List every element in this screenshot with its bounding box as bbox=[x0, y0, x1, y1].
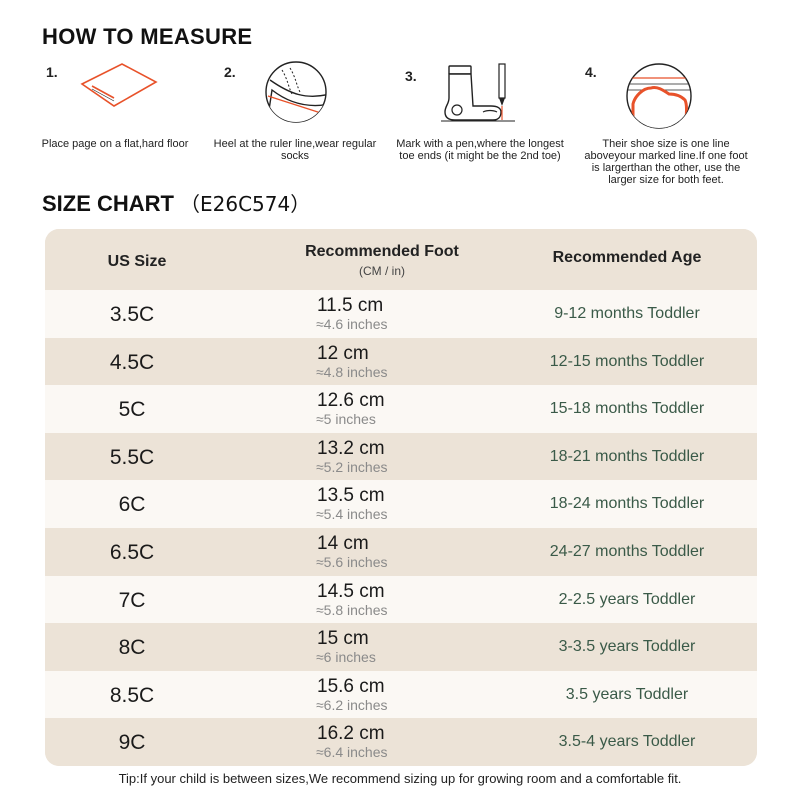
foot-inches: ≈6.4 inches bbox=[316, 744, 388, 761]
cell-age: 3-3.5 years Toddler bbox=[558, 638, 696, 656]
cell-us-size: 8.5C bbox=[109, 683, 155, 707]
header-foot-unit: (CM / in) bbox=[359, 264, 405, 278]
table-row: 6.5C 14 cm ≈5.6 inches 24-27 months Toddler bbox=[45, 528, 757, 576]
table-row: 5.5C 13.2 cm ≈5.2 inches 18-21 months Toddl… bbox=[45, 432, 757, 481]
foot-inches: ≈6 inches bbox=[316, 649, 376, 666]
table-row: 4.5C 12 cm ≈4.8 inches 12-15 months Toddler bbox=[45, 337, 757, 386]
foot-cm: 13.5 cm bbox=[317, 485, 385, 507]
table-row: 9C 16.2 cm ≈6.4 inches 3.5-4 years Toddler bbox=[45, 718, 757, 766]
foot-inches: ≈5.2 inches bbox=[316, 458, 388, 475]
step-number: 2. bbox=[224, 64, 236, 80]
table-row: 3.5C 11.5 cm ≈4.6 inches 9-12 months Toddle… bbox=[45, 290, 757, 338]
cell-age: 18-21 months Toddler bbox=[549, 447, 705, 465]
how-to-measure-title: HOW TO MEASURE bbox=[42, 24, 253, 49]
foot-cm: 13.2 cm bbox=[317, 437, 385, 459]
product-code: （E26C574） bbox=[180, 192, 311, 216]
step-number: 4. bbox=[585, 64, 597, 80]
size-chart-table: US Size Recommended Foot (CM / in) Recom… bbox=[45, 229, 757, 766]
header-recommended-age: Recommended Age bbox=[552, 249, 702, 266]
foot-inches: ≈5.8 inches bbox=[316, 601, 388, 618]
heel-on-line-icon bbox=[265, 61, 327, 123]
cell-us-size: 6C bbox=[118, 493, 146, 517]
paper-on-floor-icon bbox=[80, 63, 158, 107]
cell-age: 3.5 years Toddler bbox=[565, 685, 689, 703]
cell-foot-length: 14 cm ≈5.6 inches bbox=[316, 533, 477, 571]
step-number: 3. bbox=[405, 68, 417, 84]
foot-inches: ≈4.8 inches bbox=[316, 363, 388, 380]
foot-inches: ≈5.4 inches bbox=[316, 506, 388, 523]
table-row: 6C 13.5 cm ≈5.4 inches 18-24 months Toddler bbox=[45, 480, 757, 528]
cell-us-size: 8C bbox=[118, 636, 146, 660]
cell-age: 24-27 months Toddler bbox=[549, 543, 705, 560]
cell-age: 12-15 months Toddler bbox=[549, 352, 705, 370]
step-number: 1. bbox=[46, 64, 58, 80]
foot-cm: 11.5 cm bbox=[317, 295, 384, 316]
cell-us-size: 7C bbox=[118, 588, 146, 612]
step-text: Heel at the ruler line,wear regular sock… bbox=[213, 138, 377, 162]
cell-foot-length: 14.5 cm ≈5.8 inches bbox=[316, 580, 477, 618]
size-chart-title: SIZE CHART （E26C574） bbox=[42, 188, 310, 217]
foot-cm: 16.2 cm bbox=[317, 723, 385, 745]
table-row: 8.5C 15.6 cm ≈6.2 inches 3.5 years Toddler bbox=[45, 670, 757, 719]
foot-cm: 12 cm bbox=[317, 342, 369, 364]
step-text: Their shoe size is one line aboveyour ma… bbox=[584, 138, 748, 186]
header-foot-label: Recommended Foot bbox=[305, 243, 459, 260]
cell-us-size: 9C bbox=[118, 731, 146, 755]
cell-us-size: 5.5C bbox=[109, 445, 155, 469]
cell-age: 18-24 months Toddler bbox=[549, 495, 705, 513]
cell-foot-length: 13.2 cm ≈5.2 inches bbox=[316, 437, 477, 475]
table-row: 5C 12.6 cm ≈5 inches 15-18 months Toddler bbox=[45, 385, 757, 433]
foot-cm: 14.5 cm bbox=[317, 580, 385, 602]
table-row: 7C 14.5 cm ≈5.8 inches 2-2.5 years Toddler bbox=[45, 575, 757, 624]
step-text: Mark with a pen,where the longest toe en… bbox=[396, 138, 564, 162]
cell-us-size: 6.5C bbox=[109, 541, 155, 564]
cell-age: 2-2.5 years Toddler bbox=[558, 590, 696, 608]
table-row: 8C 15 cm ≈6 inches 3-3.5 years Toddler bbox=[45, 623, 757, 671]
cell-age: 9-12 months Toddler bbox=[554, 305, 700, 322]
cell-us-size: 5C bbox=[118, 398, 146, 422]
table-header: US Size Recommended Foot (CM / in) Recom… bbox=[45, 229, 757, 290]
cell-foot-length: 11.5 cm ≈4.6 inches bbox=[316, 295, 477, 333]
header-us-size: US Size bbox=[107, 253, 167, 270]
sizing-tip: Tip:If your child is between sizes,We re… bbox=[118, 771, 682, 786]
foot-inches: ≈6.2 inches bbox=[316, 696, 388, 713]
cell-us-size: 3.5C bbox=[109, 303, 155, 326]
foot-inches: ≈4.6 inches bbox=[316, 316, 388, 332]
cell-foot-length: 15.6 cm ≈6.2 inches bbox=[316, 675, 477, 713]
foot-cm: 14 cm bbox=[317, 533, 369, 554]
cell-foot-length: 15 cm ≈6 inches bbox=[316, 628, 477, 666]
toe-mark-icon bbox=[626, 63, 692, 129]
cell-age: 3.5-4 years Toddler bbox=[558, 733, 696, 751]
sock-and-pen-icon bbox=[441, 63, 515, 122]
foot-cm: 15.6 cm bbox=[317, 675, 385, 697]
cell-us-size: 4.5C bbox=[109, 350, 155, 374]
foot-cm: 12.6 cm bbox=[317, 390, 385, 412]
cell-foot-length: 12.6 cm ≈5 inches bbox=[316, 390, 477, 428]
cell-foot-length: 13.5 cm ≈5.4 inches bbox=[316, 485, 477, 523]
cell-age: 15-18 months Toddler bbox=[549, 400, 705, 418]
cell-foot-length: 16.2 cm ≈6.4 inches bbox=[316, 723, 477, 761]
size-chart-label: SIZE CHART bbox=[42, 191, 174, 216]
cell-foot-length: 12 cm ≈4.8 inches bbox=[316, 342, 477, 380]
step-text: Place page on a flat,hard floor bbox=[41, 138, 189, 150]
header-recommended-foot: Recommended Foot (CM / in) bbox=[277, 243, 487, 278]
foot-inches: ≈5 inches bbox=[316, 411, 376, 428]
foot-cm: 15 cm bbox=[317, 628, 369, 650]
foot-inches: ≈5.6 inches bbox=[316, 554, 388, 570]
